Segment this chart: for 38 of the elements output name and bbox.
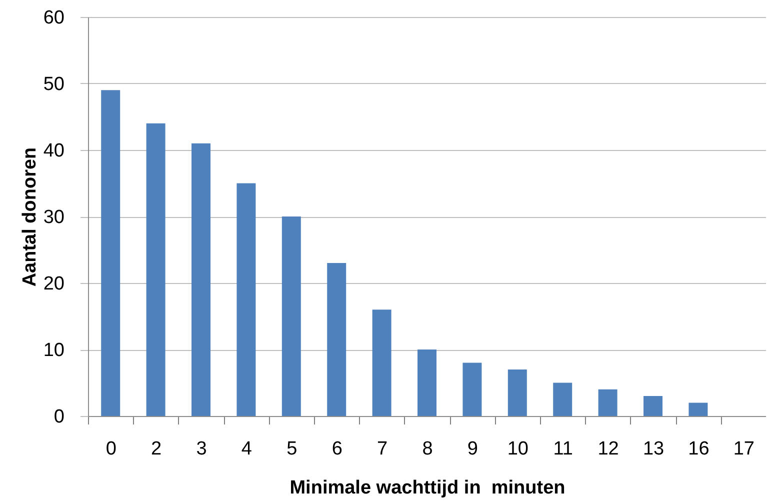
bar	[101, 90, 120, 416]
y-tick-label: 60	[43, 8, 64, 28]
bar	[192, 143, 210, 416]
y-tick-label: 0	[54, 406, 64, 428]
y-tick-label: 30	[43, 207, 64, 228]
bar	[688, 402, 708, 416]
x-tick-label: 16	[688, 438, 710, 460]
x-tick-label: 9	[467, 438, 478, 460]
bar	[146, 123, 166, 416]
x-tick-label: 13	[642, 438, 664, 460]
y-tick-label: 10	[43, 340, 64, 361]
x-tick-label: 3	[196, 438, 207, 460]
x-tick-label: 17	[733, 438, 754, 460]
y-tick-label: 20	[43, 274, 64, 294]
bar	[462, 362, 482, 416]
y-tick-label: 40	[43, 140, 64, 162]
bar	[327, 263, 346, 416]
x-tick-label: 2	[151, 438, 162, 460]
bar	[282, 216, 301, 416]
x-tick-label: 8	[422, 438, 433, 460]
bar	[553, 382, 572, 416]
x-tick-label: 6	[332, 438, 342, 460]
bar	[644, 396, 662, 416]
x-tick-label: 10	[507, 438, 528, 460]
y-axis-title: Aantal donoren	[19, 147, 40, 287]
bar	[372, 310, 392, 416]
x-tick-label: 11	[553, 438, 573, 460]
bar	[418, 350, 436, 416]
x-tick-label: 0	[106, 438, 116, 460]
bar	[508, 369, 527, 416]
y-tick-label: 50	[43, 74, 64, 95]
bar	[598, 389, 618, 416]
x-tick-label: 7	[377, 438, 388, 460]
x-tick-label: 4	[241, 438, 252, 460]
x-tick-label: 5	[286, 438, 298, 460]
x-axis-title: Minimale wachttijd in minuten	[290, 478, 566, 498]
x-tick-label: 12	[598, 438, 619, 460]
bar	[236, 183, 256, 416]
